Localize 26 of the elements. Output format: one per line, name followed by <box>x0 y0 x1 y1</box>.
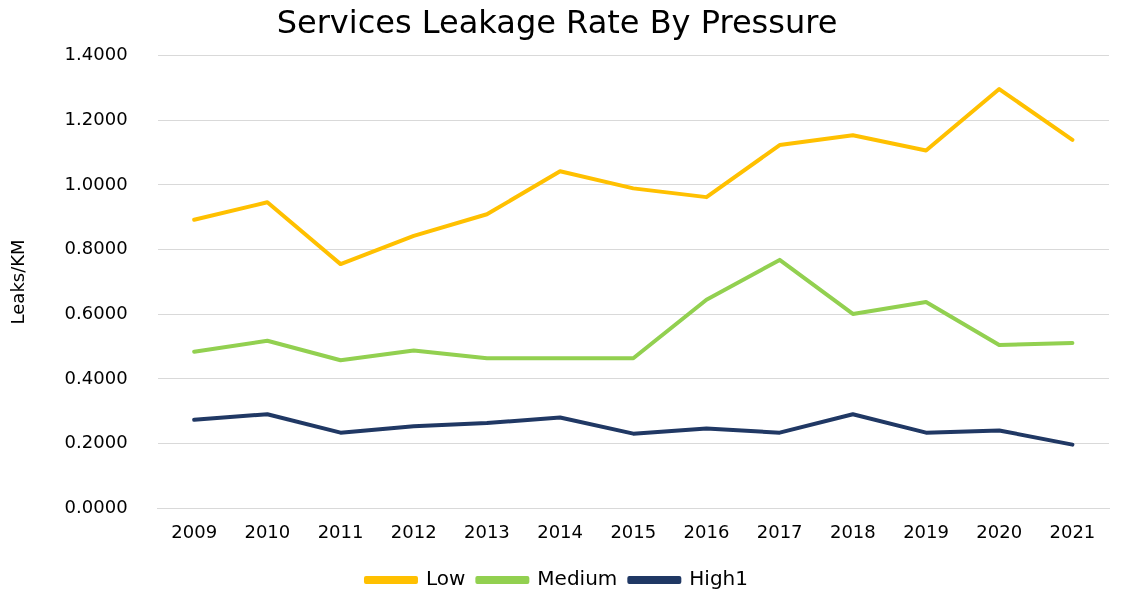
y-tick-label: 0.6000 <box>64 301 128 323</box>
y-tick-label: 1.4000 <box>64 43 128 65</box>
x-tick-label: 2021 <box>1049 520 1096 542</box>
chart-title: Services Leakage Rate By Pressure <box>276 2 838 41</box>
x-tick-label: 2019 <box>903 520 949 542</box>
x-tick-label: 2012 <box>390 520 437 542</box>
x-tick-label: 2015 <box>610 520 657 542</box>
y-tick-label: 1.0000 <box>64 172 128 194</box>
legend-label: Low <box>425 566 466 591</box>
x-tick-label: 2011 <box>317 520 364 542</box>
x-tick-label: 2009 <box>171 520 218 542</box>
x-tick-label: 2017 <box>756 520 803 542</box>
x-tick-label: 2018 <box>829 520 876 542</box>
y-tick-label: 0.4000 <box>64 366 128 388</box>
x-tick-label: 2010 <box>244 520 291 542</box>
x-tick-label: 2013 <box>464 520 510 542</box>
y-tick-label: 1.2000 <box>64 107 128 129</box>
legend-label: Medium <box>537 566 618 591</box>
x-tick-label: 2016 <box>683 520 730 542</box>
x-tick-label: 2020 <box>976 520 1023 542</box>
x-tick-label: 2014 <box>537 520 584 542</box>
y-axis-title: Leaks/KM <box>7 239 29 325</box>
legend-label: High1 <box>689 566 749 591</box>
y-tick-label: 0.0000 <box>64 496 128 518</box>
y-tick-label: 0.2000 <box>64 431 128 453</box>
y-tick-label: 0.8000 <box>64 237 128 259</box>
